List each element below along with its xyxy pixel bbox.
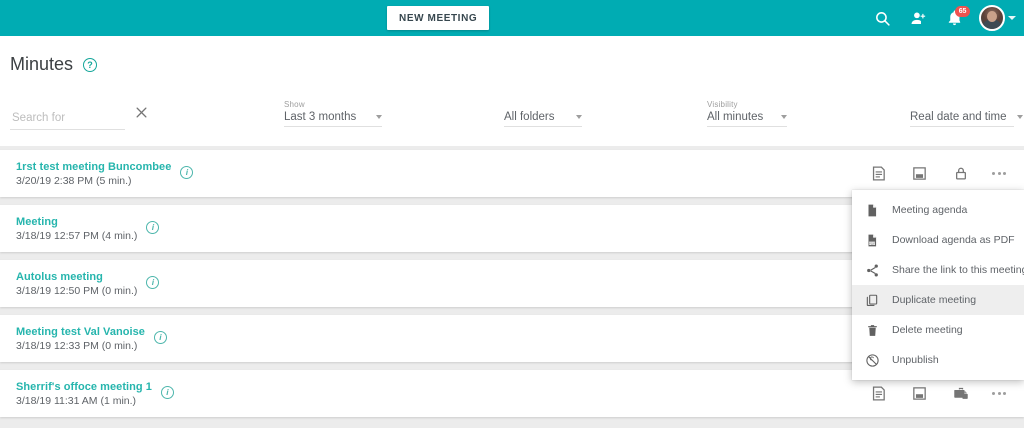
menu-item-label: Meeting agenda	[892, 204, 968, 216]
info-icon[interactable]: i	[180, 166, 194, 179]
info-icon[interactable]: i	[160, 386, 174, 399]
topbar-actions: 65	[871, 0, 1016, 36]
menu-item-download-pdf[interactable]: PDF Download agenda as PDF	[852, 225, 1024, 255]
page-header-panel: Minutes ? Show Last 3 months	[0, 36, 1024, 146]
menu-item-label: Share the link to this meeting	[892, 264, 1024, 276]
minutes-doc-icon[interactable]	[869, 384, 888, 403]
filter-date-format-value: Real date and time	[910, 111, 1007, 123]
row-main: Meeting 3/18/19 12:57 PM (4 min.) i	[0, 216, 160, 242]
filter-bar: Show Last 3 months All folders Visibilit…	[0, 98, 1024, 138]
chevron-down-icon[interactable]	[376, 115, 382, 119]
help-circle-icon[interactable]: ?	[83, 57, 98, 72]
filter-folders-value: All folders	[504, 111, 555, 123]
meeting-datetime: 3/18/19 12:57 PM (4 min.)	[16, 229, 138, 242]
pdf-icon: PDF	[864, 232, 880, 248]
share-icon	[864, 262, 880, 278]
meeting-title-link[interactable]: 1rst test meeting Buncombee	[16, 160, 172, 173]
filter-folders[interactable]: All folders	[504, 111, 582, 127]
menu-item-label: Download agenda as PDF	[892, 234, 1015, 246]
pdf-icon[interactable]	[910, 384, 929, 403]
trash-icon	[864, 322, 880, 338]
chevron-down-icon[interactable]	[1008, 16, 1016, 20]
filter-date-format-control[interactable]: Real date and time	[910, 111, 1023, 127]
table-row[interactable]: Sherrif's offoce meeting 1 3/18/19 11:31…	[0, 370, 1024, 417]
row-main: Autolus meeting 3/18/19 12:50 PM (0 min.…	[0, 271, 160, 297]
filter-show[interactable]: Show Last 3 months	[284, 100, 382, 127]
table-row[interactable]: 1rst test meeting Buncombee 3/20/19 2:38…	[0, 150, 1024, 197]
bell-icon[interactable]: 65	[943, 6, 970, 29]
meeting-datetime: 3/20/19 2:38 PM (5 min.)	[16, 174, 132, 187]
page-title-row: Minutes ?	[10, 54, 98, 75]
row-texts: Autolus meeting 3/18/19 12:50 PM (0 min.…	[16, 271, 137, 297]
info-icon[interactable]: i	[146, 276, 160, 289]
filter-show-value: Last 3 months	[284, 111, 357, 123]
menu-item-share-link[interactable]: Share the link to this meeting	[852, 255, 1024, 285]
menu-item-meeting-agenda[interactable]: Meeting agenda	[852, 195, 1024, 225]
lock-icon[interactable]	[951, 164, 970, 183]
filter-folders-control[interactable]: All folders	[504, 111, 582, 127]
menu-item-delete-meeting[interactable]: Delete meeting	[852, 315, 1024, 345]
search-field[interactable]	[10, 108, 125, 130]
row-actions	[869, 370, 1006, 417]
filter-show-label: Show	[284, 100, 305, 109]
filter-show-control[interactable]: Last 3 months	[284, 111, 382, 127]
filter-visibility-value: All minutes	[707, 111, 764, 123]
info-icon[interactable]: i	[146, 221, 160, 234]
briefcase-lock-icon[interactable]	[951, 384, 970, 403]
notification-badge: 65	[955, 6, 970, 17]
row-main: Meeting test Val Vanoise 3/18/19 12:33 P…	[0, 326, 167, 352]
meeting-context-menu: Meeting agenda PDF Download agenda as PD…	[852, 190, 1024, 380]
menu-item-label: Duplicate meeting	[892, 294, 977, 306]
more-options-icon[interactable]	[992, 392, 1006, 395]
chevron-down-icon[interactable]	[1016, 115, 1023, 119]
page-title: Minutes	[10, 54, 74, 74]
filter-visibility[interactable]: Visibility All minutes	[707, 100, 787, 127]
svg-text:PDF: PDF	[869, 241, 875, 245]
meeting-datetime: 3/18/19 12:33 PM (0 min.)	[16, 339, 138, 352]
row-texts: 1rst test meeting Buncombee 3/20/19 2:38…	[16, 161, 171, 187]
row-actions	[869, 150, 1006, 197]
avatar[interactable]	[979, 5, 1005, 31]
document-icon	[864, 202, 880, 218]
more-options-icon[interactable]	[992, 172, 1006, 175]
filter-date-format[interactable]: Real date and time	[910, 111, 1023, 127]
minutes-doc-icon[interactable]	[869, 164, 888, 183]
chevron-down-icon[interactable]	[781, 115, 787, 119]
row-texts: Sherrif's offoce meeting 1 3/18/19 11:31…	[16, 381, 152, 407]
search-input[interactable]	[10, 111, 125, 125]
chevron-down-icon[interactable]	[576, 115, 582, 119]
new-meeting-button[interactable]: NEW MEETING	[387, 6, 490, 30]
meeting-datetime: 3/18/19 11:31 AM (1 min.)	[16, 394, 137, 407]
row-texts: Meeting 3/18/19 12:57 PM (4 min.)	[16, 216, 137, 242]
pdf-icon[interactable]	[910, 164, 929, 183]
unpublish-icon	[864, 352, 880, 368]
search-icon[interactable]	[871, 7, 893, 29]
meeting-title-link[interactable]: Sherrif's offoce meeting 1	[16, 380, 152, 393]
add-person-icon[interactable]	[907, 7, 929, 29]
menu-item-unpublish[interactable]: Unpublish	[852, 345, 1024, 375]
meeting-title-link[interactable]: Meeting test Val Vanoise	[16, 325, 145, 338]
menu-item-label: Delete meeting	[892, 324, 963, 336]
row-main: Sherrif's offoce meeting 1 3/18/19 11:31…	[0, 381, 174, 407]
menu-item-label: Unpublish	[892, 354, 939, 366]
copy-icon	[864, 292, 880, 308]
filter-visibility-control[interactable]: All minutes	[707, 111, 787, 127]
meeting-datetime: 3/18/19 12:50 PM (0 min.)	[16, 284, 138, 297]
row-main: 1rst test meeting Buncombee 3/20/19 2:38…	[0, 161, 194, 187]
top-app-bar: NEW MEETING 65	[0, 0, 1024, 36]
menu-item-duplicate-meeting[interactable]: Duplicate meeting	[852, 285, 1024, 315]
close-icon[interactable]	[134, 105, 150, 121]
info-icon[interactable]: i	[153, 331, 167, 344]
row-texts: Meeting test Val Vanoise 3/18/19 12:33 P…	[16, 326, 145, 352]
meeting-title-link[interactable]: Autolus meeting	[16, 270, 103, 283]
meeting-title-link[interactable]: Meeting	[16, 215, 58, 228]
account-menu[interactable]	[979, 5, 1016, 31]
filter-visibility-label: Visibility	[707, 100, 738, 109]
